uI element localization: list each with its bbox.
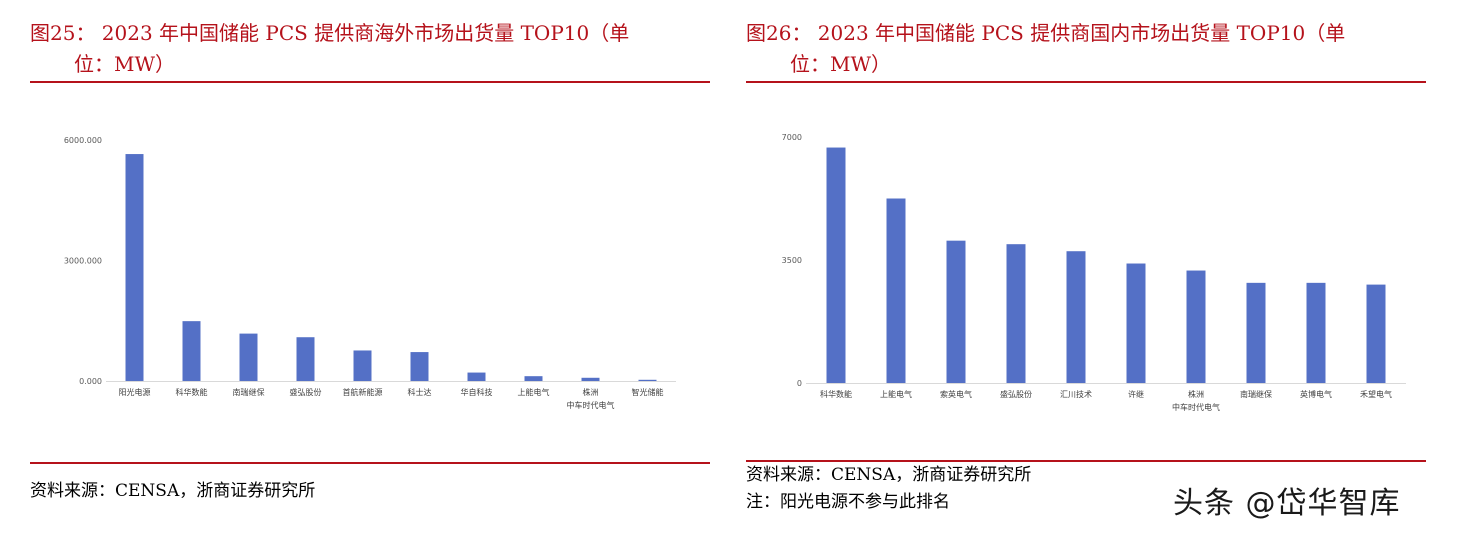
x-tick-label: 索英电气 [940, 389, 972, 399]
x-tick-label: 汇川技术 [1060, 389, 1092, 399]
x-tick-label: 中车时代电气 [567, 400, 615, 410]
note-text: 注：阳光电源不参与此排名 [746, 492, 950, 512]
x-tick-label: 株洲 [1188, 389, 1204, 399]
bar [1306, 282, 1326, 383]
x-tick-label: 首航新能源 [343, 387, 383, 397]
bar [638, 379, 657, 381]
y-tick-label: 3000.000 [64, 257, 102, 266]
bar-chart-overseas: 0.000 3000.000 6000.000 阳光电源 科华数能 南瑞继保 盛弘股份 首航新… [64, 136, 676, 410]
x-tick-label: 南瑞继保 [1240, 389, 1272, 399]
y-tick-label: 0.000 [79, 377, 102, 386]
chart-title-right: 图26： 2023 年中国储能 PCS 提供商国内市场出货量 TOP10（单 位… [746, 18, 1426, 80]
x-tick-label: 阳光电源 [119, 387, 151, 397]
bar [410, 352, 429, 381]
bar [826, 147, 846, 383]
x-tick-label: 智光储能 [632, 387, 664, 397]
x-tick-label: 盛弘股份 [290, 387, 322, 397]
x-tick-label: 中车时代电气 [1172, 402, 1220, 412]
chart-panel-left: 图25： 2023 年中国储能 PCS 提供商海外市场出货量 TOP10（单 位… [30, 0, 710, 535]
chart-title-left: 图25： 2023 年中国储能 PCS 提供商海外市场出货量 TOP10（单 位… [30, 18, 710, 80]
x-tick-label: 许继 [1128, 389, 1144, 399]
x-tick-label: 南瑞继保 [233, 387, 265, 397]
watermark-logo-text: 头条 @岱华智库 [1173, 486, 1401, 521]
y-tick-label: 0 [797, 379, 802, 388]
x-tick-label: 华自科技 [461, 387, 493, 397]
bar [946, 240, 966, 383]
bar [182, 321, 201, 381]
title-line2: 位：MW） [74, 52, 176, 76]
bar [467, 372, 486, 381]
x-tick-label: 禾望电气 [1360, 389, 1392, 399]
title-line2: 位：MW） [790, 52, 892, 76]
bar [1126, 263, 1146, 383]
x-tick-label: 株洲 [583, 387, 599, 397]
y-tick-label: 6000.000 [64, 136, 102, 145]
y-tick-label: 7000 [782, 133, 802, 142]
bar [353, 350, 372, 381]
source-text: 资料来源：CENSA，浙商证券研究所 [746, 465, 1032, 485]
bar [125, 154, 144, 381]
bar [524, 376, 543, 381]
x-tick-label: 科华数能 [176, 387, 208, 397]
bar [1246, 282, 1266, 383]
source-text: 资料来源：CENSA，浙商证券研究所 [30, 481, 316, 501]
x-tick-label: 上能电气 [880, 389, 912, 399]
title-line1: 图25： 2023 年中国储能 PCS 提供商海外市场出货量 TOP10（单 [30, 21, 630, 45]
title-line1: 图26： 2023 年中国储能 PCS 提供商国内市场出货量 TOP10（单 [746, 21, 1346, 45]
source-rule [30, 462, 710, 464]
x-tick-label: 科士达 [408, 387, 432, 397]
bar [1006, 244, 1026, 383]
x-tick-label: 上能电气 [518, 387, 550, 397]
x-tick-label: 科华数能 [820, 389, 852, 399]
x-tick-label: 英博电气 [1300, 389, 1332, 399]
bar [581, 377, 600, 381]
bar [296, 337, 315, 381]
title-rule [746, 81, 1426, 83]
title-rule [30, 81, 710, 83]
bar [1066, 251, 1086, 383]
source-rule [746, 460, 1426, 462]
bar [1186, 270, 1206, 383]
x-tick-label: 盛弘股份 [1000, 389, 1032, 399]
y-tick-label: 3500 [782, 256, 802, 265]
bar [886, 198, 906, 383]
bar [1366, 284, 1386, 383]
chart-panel-right: 图26： 2023 年中国储能 PCS 提供商国内市场出货量 TOP10（单 位… [746, 0, 1426, 535]
bar [239, 333, 258, 381]
